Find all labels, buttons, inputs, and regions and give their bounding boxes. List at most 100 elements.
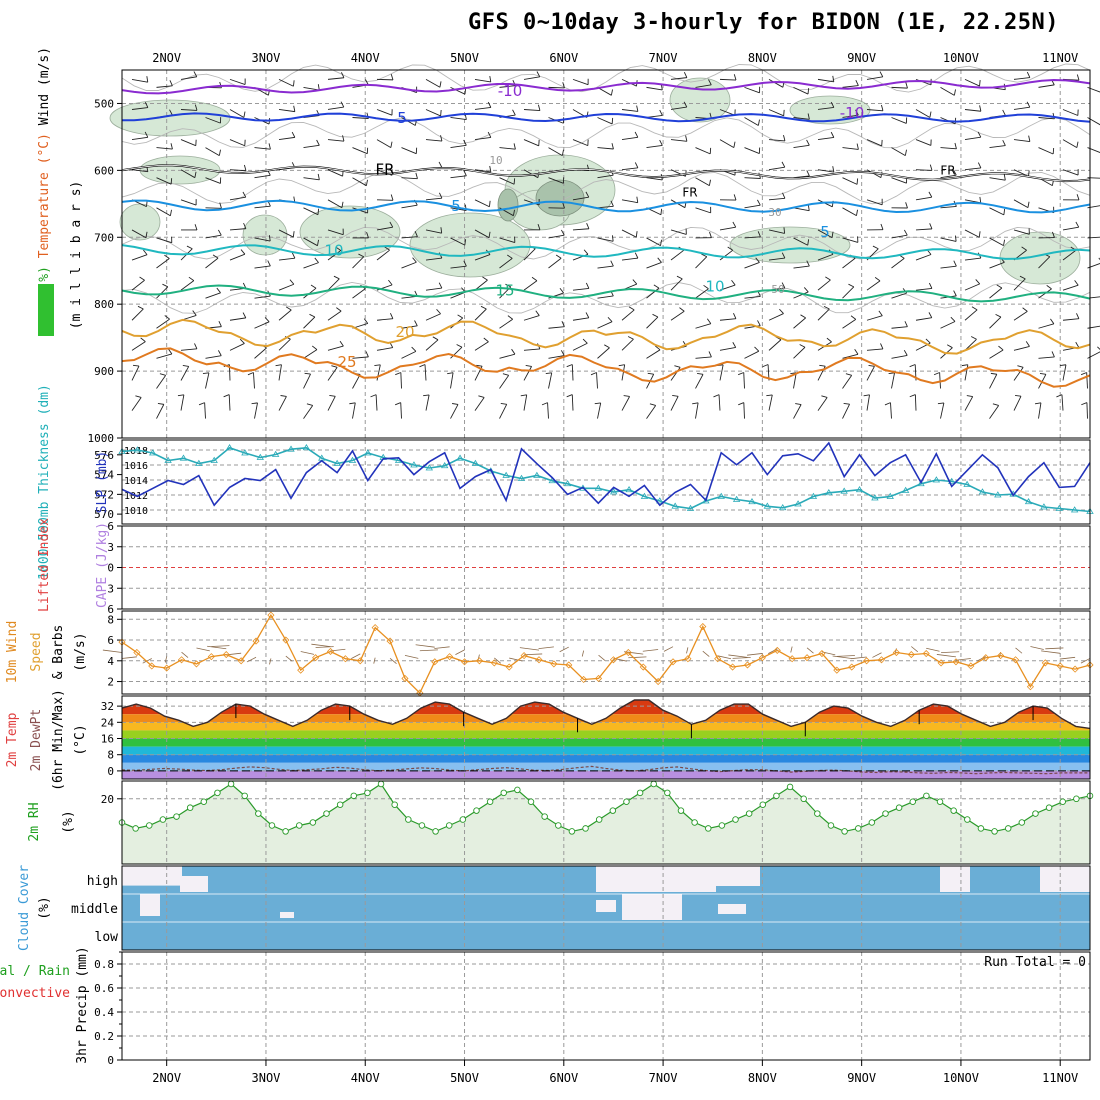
wind-barb: [891, 234, 908, 239]
wind-barb-flag: [240, 249, 246, 255]
slp-marker: [901, 486, 910, 493]
wind-barb-flag: [267, 260, 271, 267]
wind10m-ylabel-part: & Barbs: [51, 625, 66, 680]
wind10m-barb: [955, 658, 971, 661]
wind-barb-flag: [463, 139, 467, 146]
wind-barb-flag: [703, 284, 709, 290]
wind-barb-flag: [1028, 135, 1031, 142]
wind-barb: [891, 177, 907, 184]
wind-barb: [401, 204, 418, 209]
wind10m-ylabel-part: 10m Wind: [5, 621, 20, 684]
date-label-bottom: 8NOV: [748, 1071, 777, 1085]
wind-barb: [964, 364, 969, 381]
wind-barb: [768, 139, 785, 142]
wind-barb: [866, 109, 883, 112]
wind-barb: [523, 248, 536, 261]
lifted-index-tick-label: 3: [107, 541, 114, 554]
rh-contour-label: 50: [771, 283, 784, 296]
wind-barb: [744, 117, 759, 126]
wind-barb-flag: [488, 231, 491, 238]
wind-barb-flag: [832, 75, 835, 82]
wind-barb: [180, 348, 197, 351]
wind-barb: [842, 257, 856, 269]
temp-contour-line: [121, 78, 1091, 95]
wind10m-barb: [702, 650, 710, 657]
wind-barb-flag: [536, 71, 541, 78]
wind10m-barb: [559, 646, 569, 653]
wind-barb-flag: [807, 88, 810, 95]
wind10m-speed-marker: [505, 663, 513, 671]
wind-barb: [400, 402, 402, 419]
wind-barb-flag: [415, 172, 418, 179]
wind-barb-flag: [799, 344, 806, 348]
slp-marker: [886, 492, 894, 499]
wind-barb-flag: [905, 202, 908, 209]
rh2m-marker: [364, 789, 371, 797]
wind-barb: [474, 107, 491, 110]
wind-barb: [989, 177, 1006, 181]
wind-barb-flag: [970, 336, 977, 340]
cloud-clear-patch: [718, 904, 746, 914]
wind-barb-flag: [374, 364, 381, 366]
wind10m-speed-marker: [1071, 665, 1079, 673]
rh2m-marker: [854, 825, 862, 832]
wind-barb: [939, 372, 941, 389]
precip-tick-label: 0.4: [94, 1006, 114, 1019]
wind-barb-flag: [170, 143, 173, 150]
wind-barb-flag: [955, 235, 957, 242]
wind-barb: [376, 249, 390, 261]
wind-barb-flag: [790, 372, 797, 375]
wind-barb: [621, 396, 630, 411]
cloud-frame: [121, 865, 1091, 951]
wind-barb: [303, 405, 314, 419]
wind-barb-flag: [1075, 221, 1080, 228]
wind-barb: [205, 372, 210, 389]
wind10m-barb: [519, 647, 540, 651]
wind-barb: [940, 402, 945, 419]
wind10m-speed-marker: [386, 637, 394, 645]
wind-barb: [866, 348, 883, 351]
wind-barb: [646, 316, 659, 329]
rh2m-marker: [800, 795, 807, 803]
temp2m-tick-label: 32: [101, 700, 114, 713]
wind-barb: [744, 177, 761, 179]
wind-barb: [523, 366, 533, 381]
wind-barb: [352, 402, 356, 419]
wind-barb-flag: [285, 306, 292, 311]
rh2m-marker: [895, 804, 903, 811]
wind-barb: [229, 139, 245, 147]
rh-contour-label: 30: [768, 206, 781, 219]
wind-barb-flag: [884, 402, 891, 406]
wind-barb: [989, 237, 1004, 246]
thickness-ylabel-part: 1000-500mb Thickness (dm): [37, 384, 52, 580]
wind-barb: [303, 207, 319, 216]
wind-barb: [940, 205, 957, 209]
wind-barb-flag: [733, 74, 737, 81]
wind10m-tick-label: 2: [107, 676, 114, 689]
wind10m-barb: [524, 653, 543, 656]
wind-barb-flag: [783, 227, 786, 234]
wind-barb: [891, 117, 907, 124]
wind-barb: [940, 321, 956, 329]
rh2m-marker: [200, 798, 208, 806]
wind-barb: [474, 254, 491, 261]
wind-barb-flag: [489, 165, 492, 172]
wind-barb: [572, 196, 589, 201]
wind-barb: [131, 397, 142, 411]
wind-barb: [499, 85, 516, 88]
wind10m-speed-marker: [535, 656, 543, 664]
wind-barb-flag: [953, 290, 957, 297]
wind-barb: [621, 338, 634, 351]
wind-barb: [548, 257, 562, 269]
wind-barb: [940, 86, 955, 96]
wind-barb: [915, 196, 932, 201]
wind-barb: [597, 205, 614, 209]
rh2m-marker: [923, 792, 930, 800]
wind-barb: [744, 262, 760, 269]
wind-barb: [1013, 367, 1024, 381]
rh2m-marker: [718, 822, 726, 829]
slp-marker: [625, 485, 633, 493]
slp-tick-label: 1010: [124, 506, 148, 517]
wind-barb: [254, 295, 271, 299]
rh2m-marker: [1045, 804, 1053, 811]
